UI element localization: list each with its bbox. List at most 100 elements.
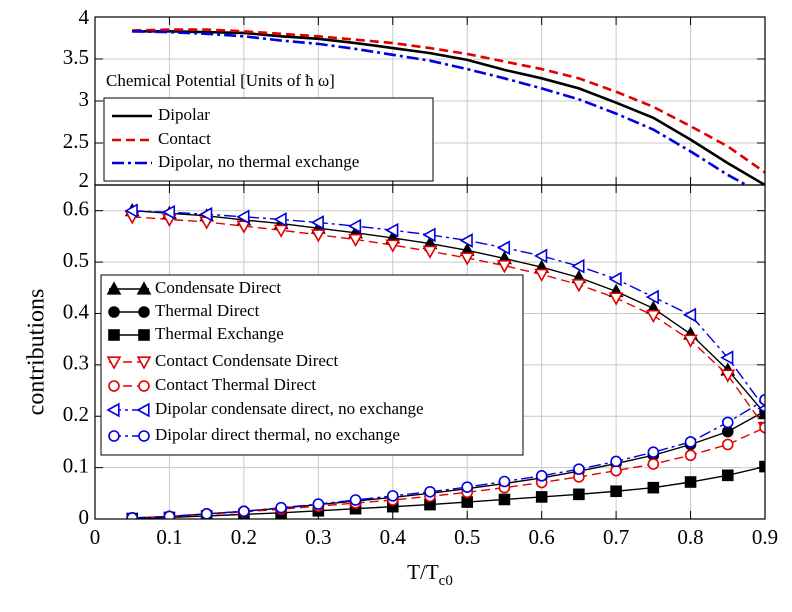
data-point bbox=[759, 393, 765, 406]
data-point bbox=[497, 260, 512, 274]
data-point bbox=[683, 334, 698, 348]
legend-box bbox=[103, 97, 434, 182]
data-point bbox=[461, 496, 474, 508]
data-point bbox=[684, 449, 697, 462]
y-tick-label: 4 bbox=[79, 5, 90, 29]
data-point bbox=[496, 240, 511, 256]
data-point bbox=[684, 476, 697, 488]
data-point bbox=[422, 245, 438, 259]
data-point bbox=[573, 463, 585, 475]
x-tick-label: 0.1 bbox=[156, 525, 182, 549]
legend-label: Thermal Direct bbox=[155, 301, 260, 320]
legend-label: Dipolar direct thermal, no exchange bbox=[155, 425, 400, 444]
legend-label: Condensate Direct bbox=[155, 278, 281, 297]
data-point bbox=[275, 501, 287, 514]
data-point bbox=[759, 460, 765, 473]
x-tick-label: 0 bbox=[90, 525, 101, 549]
legend-marker bbox=[136, 356, 152, 370]
y-tick-label: 0.3 bbox=[63, 351, 89, 375]
data-point bbox=[424, 485, 436, 498]
data-point bbox=[721, 469, 734, 482]
annotation: Chemical Potential [Units of ħ ω] bbox=[106, 71, 335, 90]
y-tick-label: 0.6 bbox=[63, 197, 89, 221]
y-tick-label: 0.1 bbox=[63, 453, 89, 477]
data-point bbox=[310, 229, 326, 243]
data-point bbox=[534, 268, 550, 283]
y-tick-label: 0.2 bbox=[63, 402, 89, 426]
y-tick-label: 2.5 bbox=[63, 129, 89, 153]
data-point bbox=[459, 233, 473, 248]
data-point bbox=[386, 490, 399, 502]
data-point bbox=[348, 233, 363, 248]
series-line bbox=[132, 426, 765, 519]
legend-marker bbox=[138, 380, 150, 392]
data-point bbox=[498, 493, 511, 506]
data-point bbox=[236, 209, 250, 225]
data-point bbox=[608, 292, 624, 306]
legend-marker bbox=[138, 430, 150, 442]
data-point bbox=[645, 289, 659, 305]
data-point bbox=[200, 508, 213, 519]
data-point bbox=[126, 512, 139, 519]
series-line bbox=[132, 465, 765, 519]
data-point bbox=[236, 220, 252, 234]
data-point bbox=[721, 438, 734, 451]
legend-marker bbox=[108, 430, 120, 442]
legend-box bbox=[100, 274, 524, 456]
data-point bbox=[573, 488, 585, 501]
data-point bbox=[273, 212, 287, 227]
x-tick-label: 0.9 bbox=[752, 525, 778, 549]
data-point bbox=[684, 436, 697, 448]
data-point bbox=[610, 485, 622, 498]
data-point bbox=[721, 416, 734, 429]
legend-marker bbox=[106, 356, 122, 370]
data-point bbox=[461, 481, 474, 493]
x-tick-label: 0.3 bbox=[305, 525, 331, 549]
x-tick-label: 0.2 bbox=[231, 525, 257, 549]
x-axis-label: T/Tc0 bbox=[407, 560, 453, 590]
x-tick-label: 0.4 bbox=[380, 525, 407, 549]
data-point bbox=[163, 510, 176, 519]
data-point bbox=[720, 350, 734, 366]
data-point bbox=[571, 258, 585, 274]
data-point bbox=[647, 458, 660, 470]
legend-marker bbox=[108, 306, 120, 318]
plot-area bbox=[132, 28, 765, 185]
y-tick-label: 0.5 bbox=[63, 248, 89, 272]
data-point bbox=[124, 203, 138, 219]
data-point bbox=[647, 481, 660, 494]
data-point bbox=[498, 475, 511, 488]
series-line bbox=[132, 209, 765, 409]
data-point bbox=[199, 206, 213, 222]
series-line bbox=[132, 29, 750, 185]
plot-area bbox=[124, 203, 765, 519]
data-point bbox=[385, 239, 401, 253]
x-tick-label: 0.7 bbox=[603, 525, 629, 549]
y-axis-label: contributions bbox=[24, 289, 50, 416]
data-point bbox=[238, 505, 250, 518]
data-point bbox=[312, 498, 325, 510]
data-point bbox=[610, 455, 622, 468]
data-point bbox=[682, 307, 697, 323]
x-axis-label-sub: c0 bbox=[439, 573, 453, 589]
legend-marker bbox=[138, 329, 150, 341]
legend-marker bbox=[108, 329, 120, 341]
data-point bbox=[273, 224, 289, 238]
x-tick-label: 0.8 bbox=[677, 525, 703, 549]
legend-marker bbox=[106, 281, 122, 295]
plot-frame bbox=[94, 184, 766, 520]
data-point bbox=[535, 470, 548, 482]
data-point bbox=[347, 218, 362, 234]
y-tick-label: 3 bbox=[79, 87, 90, 111]
series-line bbox=[132, 28, 765, 174]
y-tick-label: 2 bbox=[79, 168, 90, 192]
data-point bbox=[161, 204, 176, 220]
data-point bbox=[647, 446, 660, 459]
legend-label: Thermal Exchange bbox=[155, 324, 284, 343]
data-point bbox=[645, 309, 661, 324]
series-line bbox=[132, 216, 765, 428]
legend-marker bbox=[108, 380, 120, 392]
legend-label: Contact bbox=[158, 129, 211, 148]
legend-label: Dipolar, no thermal exchange bbox=[158, 152, 359, 171]
data-point bbox=[422, 227, 436, 243]
